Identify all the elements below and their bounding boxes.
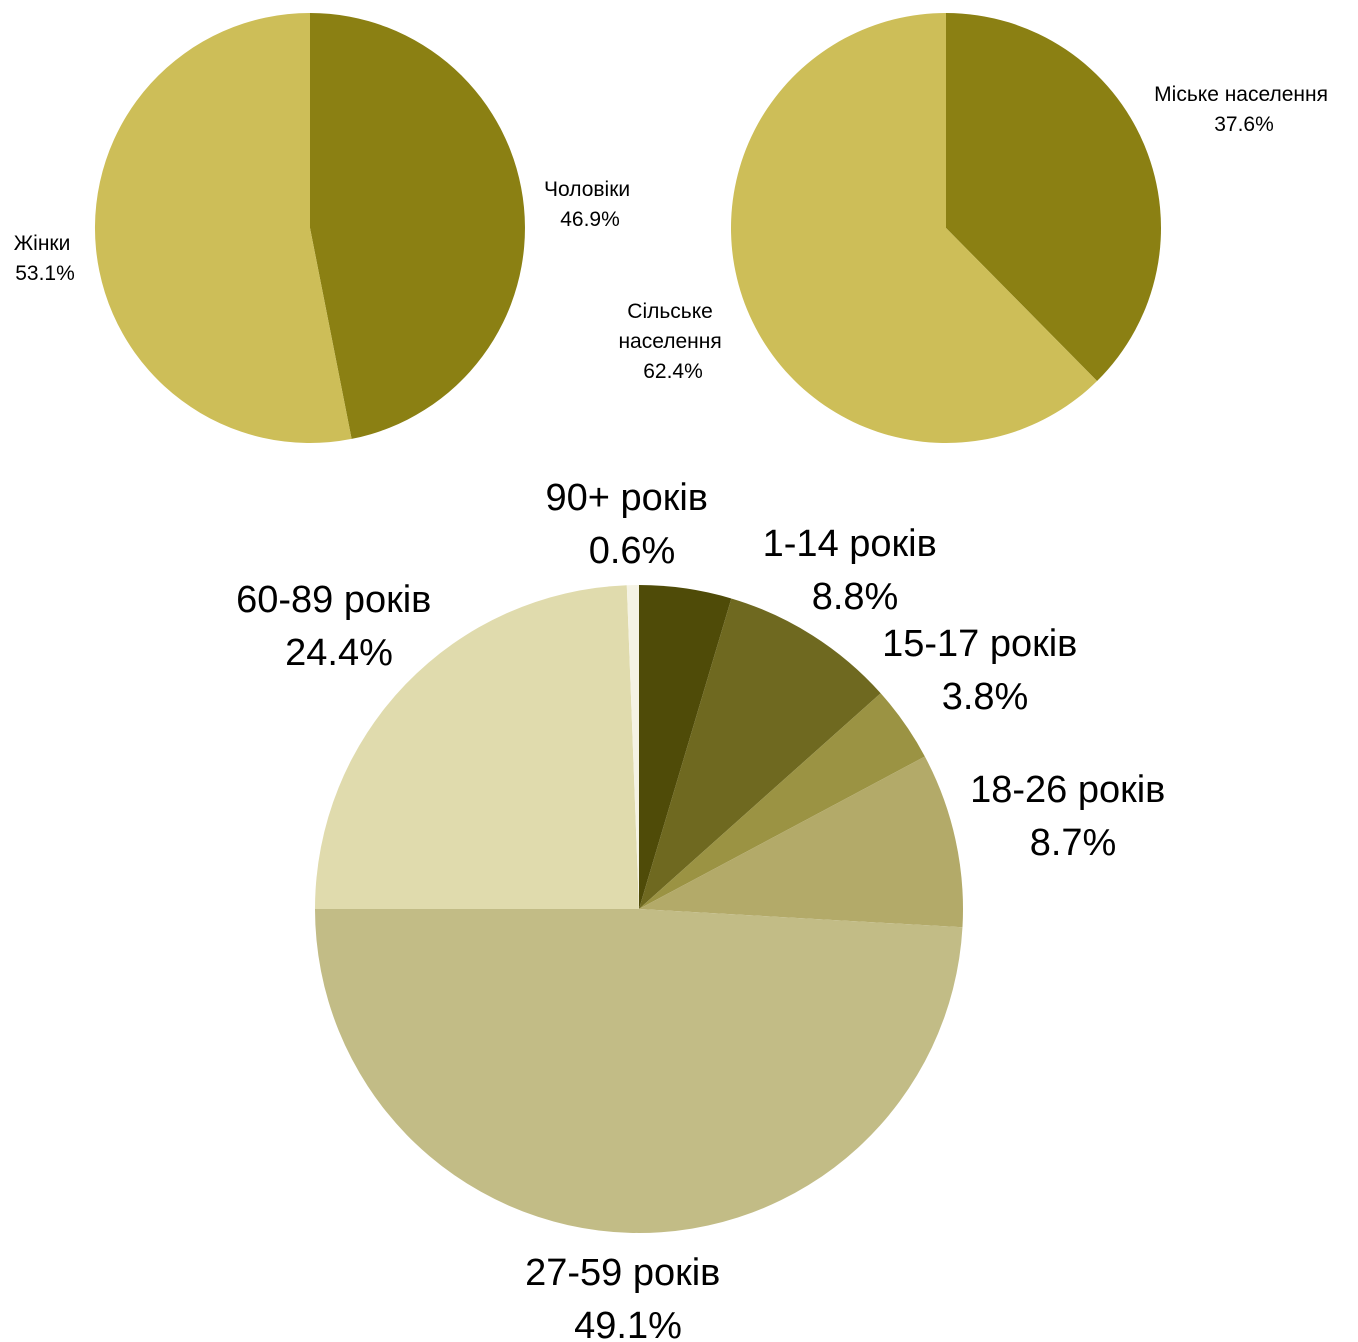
slice-label-15-17: 15-17 років 3.8% xyxy=(882,623,1088,718)
slice-label-men: Чоловіки 46.9% xyxy=(544,178,636,231)
slice-label-rural: Сільське населення 62.4% xyxy=(618,300,727,383)
slice-label-urban: Міське населення 37.6% xyxy=(1154,83,1334,136)
urban-rural-pie xyxy=(731,13,1162,444)
pie-slice-27-59-років xyxy=(315,909,963,1233)
pie-slice-90+-років xyxy=(626,585,639,909)
pie-slice-15-17-років xyxy=(639,693,925,909)
slice-label-women: Жінки 53.1% xyxy=(14,232,76,285)
slice-label-60-89: 60-89 років 24.4% xyxy=(236,579,442,674)
slice-label-27-59: 27-59 років 49.1% xyxy=(525,1252,731,1342)
pie-slice-жінки xyxy=(94,12,352,443)
pie-slice-сільське-населення xyxy=(731,13,1098,444)
slice-label-18-26: 18-26 років 8.7% xyxy=(970,769,1176,864)
pie-slice-unlabeled xyxy=(639,585,732,909)
pie-slice-60-89-років xyxy=(315,585,639,909)
slice-label-1-14: 1-14 років 8.8% xyxy=(763,523,948,618)
gender-pie xyxy=(94,12,525,443)
pie-slice-18-26-років xyxy=(639,756,963,928)
pie-slice-міське-населення xyxy=(946,13,1162,381)
slice-label-90-plus: 90+ років 0.6% xyxy=(545,477,718,572)
pie-slice-чоловіки xyxy=(310,13,525,439)
age-groups-pie xyxy=(315,585,963,1233)
pie-slice-1-14-років xyxy=(639,598,881,909)
